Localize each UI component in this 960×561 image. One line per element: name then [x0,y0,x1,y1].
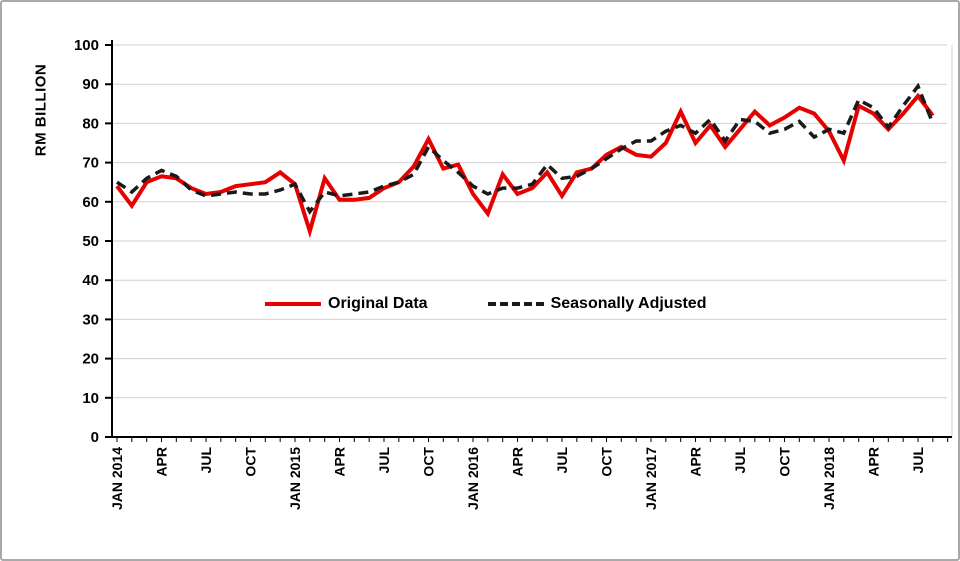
x-tick-label: JAN 2015 [287,447,303,510]
x-tick-label: JAN 2014 [109,447,125,510]
x-tick-label: JUL [198,447,214,474]
x-tick-label: APR [332,447,348,477]
red-solid-line-icon [265,302,321,306]
y-tick-label: 80 [82,115,99,132]
x-tick-label: OCT [599,447,615,477]
x-tick-label: JAN 2018 [821,447,837,510]
x-tick-label: APR [510,447,526,477]
y-tick-label: 60 [82,194,99,211]
original-data-line [115,92,935,239]
x-tick-label: OCT [421,447,437,477]
y-tick-label: 20 [82,351,99,368]
x-tick-label: APR [866,447,882,477]
y-axis-title: RM BILLION [32,63,50,157]
x-tick-label: JUL [376,447,392,474]
x-tick-label: JUL [910,447,926,474]
x-tick-label: APR [688,447,704,477]
x-tick-label: JAN 2017 [643,447,659,510]
x-tick-label: JUL [732,447,748,474]
y-tick-label: 90 [82,76,99,93]
x-tick-label: APR [154,447,170,477]
black-dashed-line-icon [487,302,544,306]
legend-item-original-data: Original Data [265,295,428,313]
x-tick-label: JUL [554,447,570,474]
y-tick-label: 50 [82,233,99,250]
y-tick-label: 10 [82,390,99,407]
y-tick-label: 0 [91,429,99,446]
x-tick-label: OCT [243,447,259,477]
y-tick-label: 30 [82,311,99,328]
x-tick-label: JAN 2016 [465,447,481,510]
y-tick-label: 70 [82,155,99,172]
legend-item-seasonally-adjusted: Seasonally Adjusted [487,295,707,313]
y-tick-label: 40 [82,272,99,289]
chart-legend: Original Data Seasonally Adjusted [265,295,706,313]
legend-label-seasonally-adjusted: Seasonally Adjusted [550,295,707,312]
legend-label-original-data: Original Data [328,295,428,312]
x-tick-label: OCT [777,447,793,477]
y-tick-label: 100 [74,37,99,54]
